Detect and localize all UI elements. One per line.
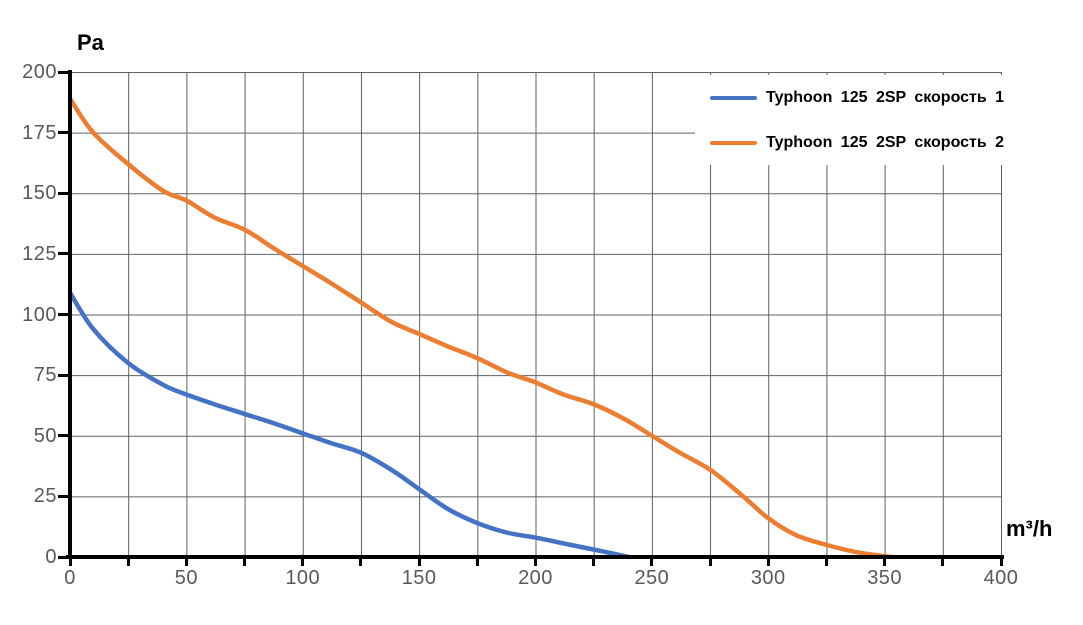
y-axis-unit-label: Pa	[77, 30, 104, 55]
y-axis-tick	[58, 494, 70, 498]
x-axis-tick	[650, 557, 654, 566]
y-tick-label: 50	[33, 424, 57, 447]
y-tick-label: 200	[22, 61, 57, 83]
x-axis-tick	[184, 557, 188, 566]
speed-2-line-swatch	[710, 140, 757, 145]
y-axis-tick	[58, 70, 70, 74]
x-axis-tick	[359, 557, 363, 566]
x-tick-label: 100	[285, 567, 321, 589]
y-tick-label: 0	[45, 546, 57, 568]
y-axis-tick	[58, 191, 70, 195]
x-axis-tick	[883, 557, 887, 566]
y-axis-tick	[58, 131, 70, 135]
x-axis-tick	[999, 557, 1003, 566]
x-axis-tick	[243, 557, 247, 566]
y-axis-tick	[58, 555, 70, 559]
x-tick-label: 150	[401, 567, 437, 589]
y-tick-label: 100	[22, 303, 57, 326]
y-axis-tick	[58, 434, 70, 438]
y-tick-label: 25	[33, 485, 57, 508]
y-axis-tick	[58, 252, 70, 256]
x-axis-tick	[941, 557, 945, 566]
legend: Typhoon 125 2SP скорость 1 Typhoon 125 2…	[695, 75, 1010, 165]
x-tick-label: 300	[750, 567, 786, 589]
x-axis-tick	[534, 557, 537, 566]
speed-1-line-swatch	[710, 95, 757, 100]
x-tick-label: 250	[634, 567, 670, 589]
y-tick-label: 150	[22, 182, 57, 205]
legend-item-speed-2: Typhoon 125 2SP скорость 2	[695, 123, 1010, 163]
x-tick-label: 350	[867, 567, 903, 589]
x-axis-tick	[417, 557, 421, 566]
x-axis-tick	[824, 557, 828, 566]
y-axis-tick	[58, 373, 70, 377]
y-tick-label: 75	[33, 364, 57, 387]
x-tick-label: 0	[64, 567, 76, 589]
y-axis-line	[68, 70, 72, 559]
x-axis-tick	[592, 557, 596, 566]
x-axis-tick	[68, 557, 72, 566]
series-curve-speed-1	[70, 293, 629, 557]
y-tick-label: 175	[22, 121, 57, 144]
series-plot	[70, 72, 1001, 557]
y-tick-label: 125	[22, 242, 57, 265]
x-tick-label: 50	[174, 567, 198, 589]
x-axis-unit-label: m³/h	[1006, 516, 1053, 541]
x-axis-tick	[475, 557, 479, 566]
x-axis-tick	[708, 557, 712, 566]
y-axis-tick	[58, 313, 70, 316]
legend-label-speed-2: Typhoon 125 2SP скорость 2	[766, 133, 1005, 151]
x-axis-tick	[126, 557, 130, 566]
legend-item-speed-1: Typhoon 125 2SP скорость 1	[695, 78, 1010, 118]
x-axis-tick	[301, 557, 305, 566]
legend-label-speed-1: Typhoon 125 2SP скорость 1	[766, 88, 1005, 106]
x-tick-label: 400	[983, 567, 1019, 589]
series-curve-speed-2	[70, 99, 892, 557]
x-axis-tick	[766, 557, 770, 566]
x-tick-label: 200	[518, 567, 553, 589]
